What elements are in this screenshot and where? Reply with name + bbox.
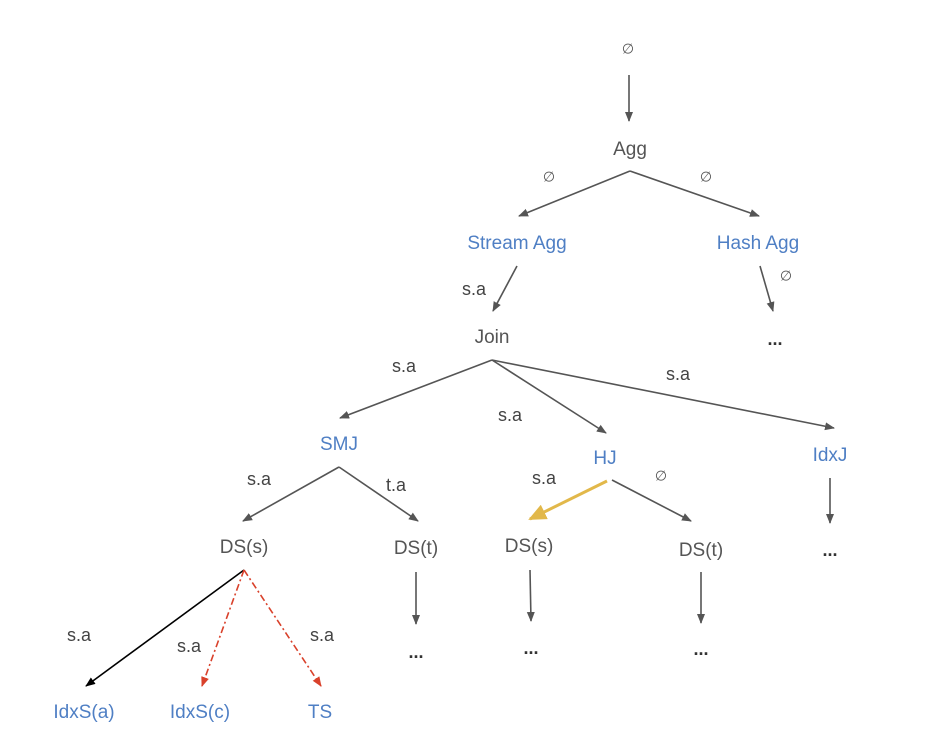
node-ellipsis: ... xyxy=(523,638,538,658)
node-agg: Agg xyxy=(613,139,647,160)
node-ellipsis: ... xyxy=(408,642,423,662)
edge-join-idxj xyxy=(491,359,835,431)
edge-label: ∅ xyxy=(780,268,792,284)
node-hj: HJ xyxy=(593,448,616,469)
node-root-empty: ∅ xyxy=(622,41,634,57)
node-hash-agg: Hash Agg xyxy=(717,233,799,254)
node-idxs-a: IdxS(a) xyxy=(53,702,114,723)
edge-stream-agg-join xyxy=(492,265,518,312)
edge-label: s.a xyxy=(462,279,487,299)
edge-label: s.a xyxy=(310,625,335,645)
edge-label: s.a xyxy=(247,469,272,489)
edge-ds-idxs-a xyxy=(85,569,245,687)
node-ellipsis: ... xyxy=(767,329,782,349)
edge-label: t.a xyxy=(386,475,407,495)
edge-label: ∅ xyxy=(700,169,712,185)
edge-hj-ds-s-chosen xyxy=(528,479,608,521)
node-ds-s: DS(s) xyxy=(220,537,269,558)
edge-agg-stream-agg xyxy=(518,170,631,217)
node-ds-t: DS(t) xyxy=(679,540,723,561)
edge-label: ∅ xyxy=(655,468,667,484)
edge-smj-ds-t xyxy=(338,466,419,522)
node-smj: SMJ xyxy=(320,434,358,455)
edge-hash-agg-more xyxy=(759,265,775,312)
edge-smj-ds-s xyxy=(242,466,340,522)
edge-label: ∅ xyxy=(543,169,555,185)
edge-label: s.a xyxy=(392,356,417,376)
edge-join-hj xyxy=(491,359,607,434)
node-ellipsis: ... xyxy=(822,540,837,560)
edge-label: s.a xyxy=(666,364,691,384)
node-stream-agg: Stream Agg xyxy=(467,233,566,254)
node-ds-t: DS(t) xyxy=(394,538,438,559)
edges xyxy=(85,75,835,687)
nodes: ∅ Agg Stream Agg Hash Agg ... Join SMJ H… xyxy=(53,41,847,723)
node-idxs-c: IdxS(c) xyxy=(170,702,230,723)
node-ts: TS xyxy=(308,702,332,723)
edge-label: s.a xyxy=(67,625,92,645)
edge-label: s.a xyxy=(498,405,523,425)
node-ds-s: DS(s) xyxy=(505,536,554,557)
edge-label: s.a xyxy=(177,636,202,656)
edge-agg-hash-agg xyxy=(629,170,760,217)
edge-join-smj xyxy=(339,359,493,419)
edge-hj-ds-t xyxy=(611,479,692,522)
edge-hj-ds-s-more xyxy=(526,569,535,622)
node-join: Join xyxy=(475,327,510,348)
node-ellipsis: ... xyxy=(693,639,708,659)
node-idxj: IdxJ xyxy=(813,445,848,466)
edge-ds-ts-pruned xyxy=(243,569,322,687)
edge-label: s.a xyxy=(532,468,557,488)
edge-ds-idxs-c-pruned xyxy=(201,569,245,687)
edge-labels: ∅ ∅ s.a ∅ s.a s.a s.a s.a t.a s.a ∅ s.a … xyxy=(67,169,792,656)
